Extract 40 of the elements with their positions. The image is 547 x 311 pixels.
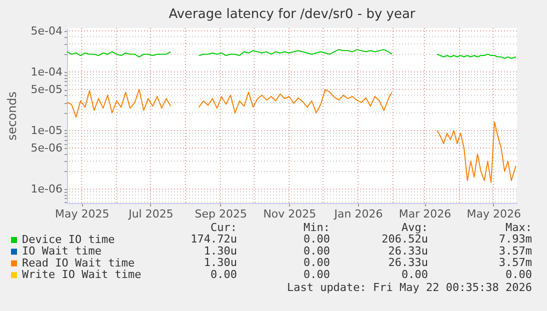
- y-tick-label: 1e-06: [30, 182, 62, 196]
- text: 0.00: [304, 232, 330, 246]
- legend-label: Write IO Wait time: [22, 268, 142, 282]
- y-tick-label: 5e-06: [30, 142, 62, 155]
- x-tick-label: Jan 2026: [333, 208, 383, 220]
- y-tick-label: 1e-05: [30, 124, 62, 137]
- text: 174.72u: [190, 232, 237, 246]
- x-tick-label: May 2025: [55, 208, 110, 220]
- x-tick-label: Jul 2025: [128, 208, 174, 220]
- text: 0.00: [304, 268, 330, 281]
- text: 0.00: [506, 268, 532, 281]
- text: 0.00: [210, 268, 237, 281]
- legend-label: IO Wait time: [22, 244, 102, 258]
- text: Cur:: [210, 221, 237, 234]
- legend-label: Read IO Wait time: [22, 256, 135, 270]
- y-axis-title: seconds: [4, 91, 19, 141]
- x-tick-label: May 2026: [466, 208, 521, 220]
- y-tick-label: 5e-05: [30, 83, 62, 96]
- legend-label: Device IO time: [22, 233, 115, 246]
- text: Last update: Fri May 22 00:35:38 2026: [286, 281, 532, 294]
- text: 3.57m: [498, 244, 532, 258]
- text: 0.00: [304, 256, 330, 270]
- text: 1.30u: [204, 244, 237, 258]
- chart-title: Average latency for /dev/sr0 - by year: [168, 6, 416, 22]
- text: Avg:: [402, 221, 428, 234]
- text: 1.30u: [204, 256, 237, 270]
- text: 26.33u: [388, 256, 428, 270]
- x-tick-label: Mar 2026: [398, 208, 452, 220]
- x-tick-label: Sep 2025: [194, 208, 247, 220]
- text: Min:: [304, 221, 330, 234]
- x-tick-label: Nov 2025: [263, 208, 316, 220]
- text: Max:: [506, 221, 532, 234]
- text: 0.00: [304, 244, 330, 258]
- text: 0.00: [402, 268, 428, 281]
- y-tick-label: 5e-04: [30, 24, 62, 38]
- text: 7.93m: [498, 232, 532, 246]
- text: 206.52u: [382, 232, 428, 246]
- y-tick-label: 1e-04: [30, 65, 62, 78]
- text: 26.33u: [388, 244, 428, 258]
- text: 3.57m: [498, 256, 532, 270]
